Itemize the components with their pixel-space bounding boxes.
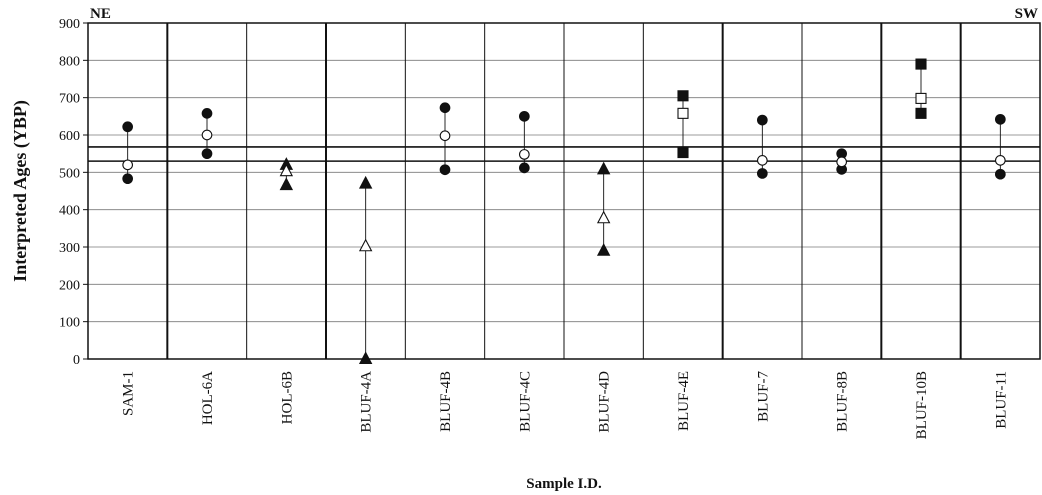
x-tick-label: HOL-6A [200,371,216,425]
x-axis-title: Sample I.D. [526,476,602,492]
data-point-low [994,168,1006,180]
y-axis-title: Interpreted Ages (YBP) [10,100,31,282]
category-dividers [166,23,962,359]
x-tick-label: BLUF-7 [755,371,771,422]
y-tick-label: 600 [59,129,80,144]
data-point-low [358,351,373,365]
y-tick-label: 100 [59,316,80,331]
data-point-low [677,146,689,159]
data-point-high [122,121,134,133]
data-point-high [756,114,768,126]
data-point-low [915,107,927,119]
x-tick-labels: SAM-1 HOL-6A HOL-6B BLUF-4A BLUF-4B BLUF-4C BL… [121,371,1010,440]
data-point-mid [915,92,927,104]
y-tick-label: 400 [59,204,80,219]
data-point-high [915,58,927,70]
y-tick-label: 200 [59,278,80,293]
data-point-high [358,175,373,189]
y-tick-label: 500 [59,166,80,181]
data-point-mid [518,149,530,160]
data-point-high [596,161,611,175]
y-tick-label: 800 [59,54,80,69]
x-tick-label: BLUF-10B [914,371,930,439]
data-point-mid [836,156,848,168]
data-point-mid [596,210,611,224]
y-tick-label: 900 [59,17,80,32]
data-point-mid [994,155,1006,166]
data-point-low [756,168,768,179]
data-point-low [122,173,134,185]
x-tick-label: BLUF-11 [993,371,1009,429]
data-points [122,58,1006,365]
x-tick-label: HOL-6B [279,371,295,424]
plot-frame [87,22,1041,360]
data-point-high [677,90,689,102]
data-point-mid [358,238,373,252]
x-tick-label: SAM-1 [121,371,137,416]
x-tick-label: BLUF-4A [359,371,375,433]
data-point-low [518,162,530,174]
data-point-mid [756,155,768,166]
data-point-low [279,177,294,191]
data-point-high [201,107,213,119]
y-tick-labels: 0 100 200 300 400 500 600 700 800 900 [59,17,88,368]
data-point-high [439,102,451,114]
ne-direction-label: NE [90,6,111,22]
data-point-mid [122,159,134,171]
data-point-low [596,243,611,256]
x-tick-label: BLUF-8B [835,371,851,432]
y-tick-label: 700 [59,92,80,107]
x-tick-label: BLUF-4C [517,371,533,432]
data-point-low [201,148,213,160]
x-tick-label: BLUF-4D [597,371,613,433]
y-tick-label: 0 [73,353,80,368]
data-point-mid [279,163,294,177]
data-point-high [994,113,1006,125]
y-tick-label: 300 [59,241,80,256]
sw-direction-label: SW [1015,6,1038,22]
data-point-high [518,110,530,122]
data-point-mid [439,130,451,142]
data-point-low [439,164,451,176]
x-tick-label: BLUF-4B [438,371,454,432]
data-point-mid [201,129,213,141]
data-point-mid [677,107,689,119]
x-tick-label: BLUF-4E [676,371,692,431]
